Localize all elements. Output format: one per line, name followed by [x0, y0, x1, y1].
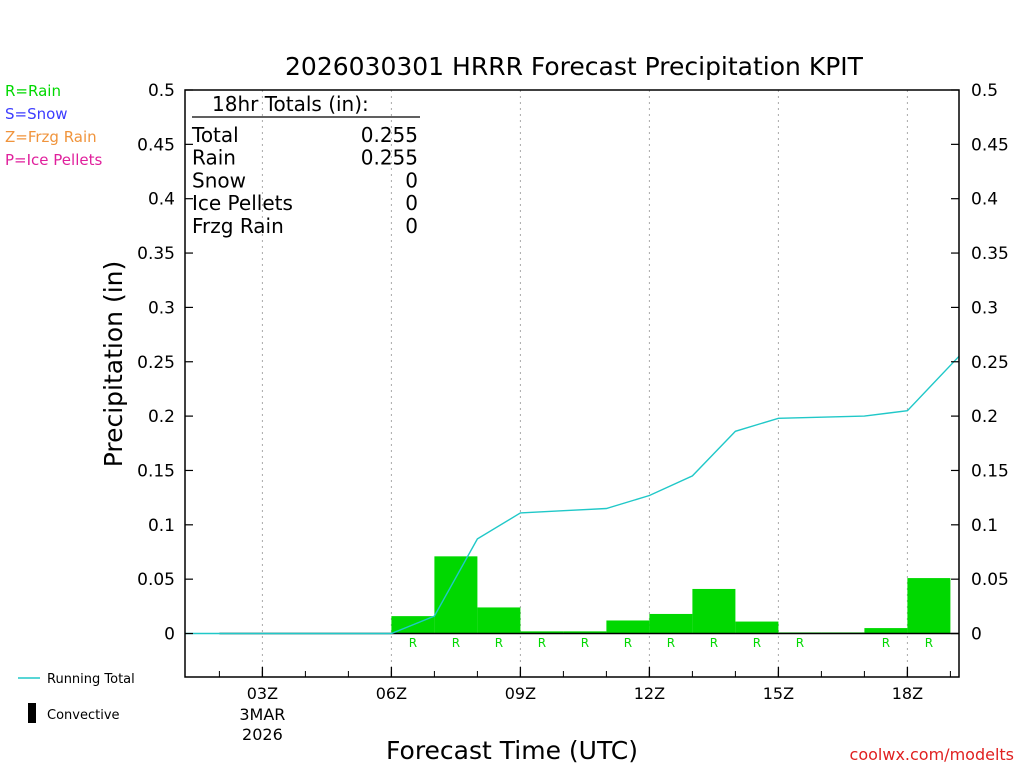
ptype-marker: R [409, 636, 417, 650]
precip-bars [391, 556, 951, 634]
y-tick-label: 0.05 [971, 570, 1009, 590]
y-tick-label: 0.4 [971, 190, 998, 210]
x-tick-label: 15Z [763, 684, 794, 703]
x-tick-label: 09Z [505, 684, 536, 703]
credit-text: coolwx.com/modelts [850, 745, 1014, 764]
totals-row-value: 0.255 [361, 123, 418, 147]
x-tick-label: 03Z [247, 684, 278, 703]
ptype-marker: R [538, 636, 546, 650]
y-axis-right: 0 0.05 0.1 0.15 0.2 0.25 0.3 0.35 0.4 0.45 0.5 [951, 81, 1009, 645]
y-tick-label: 0.5 [148, 81, 175, 101]
ptype-marker: R [452, 636, 460, 650]
totals-row-label: Frzg Rain [192, 214, 284, 238]
y-tick-label: 0.2 [148, 407, 175, 427]
convective-legend-swatch [28, 703, 36, 723]
y-tick-label: 0.2 [971, 407, 998, 427]
precip-bar [649, 613, 693, 634]
convective-legend-label: Convective [47, 708, 120, 723]
ptype-marker: R [925, 636, 933, 650]
ptype-marker: R [796, 636, 804, 650]
y-tick-label: 0.3 [971, 298, 998, 318]
series-legend: Running Total Convective [18, 672, 135, 723]
totals-row-label: Snow [192, 168, 246, 192]
ptype-marker: R [753, 636, 761, 650]
totals-row-value: 0.255 [361, 146, 418, 170]
precip-bar [477, 607, 521, 634]
totals-row-value: 0 [405, 214, 418, 238]
precip-bar [864, 628, 908, 634]
x-tick-label: 18Z [892, 684, 923, 703]
y-axis-left: 0 0.05 0.1 0.15 0.2 0.25 0.3 0.35 0.4 0.45 0.5 [137, 81, 193, 645]
y-tick-label: 0.4 [148, 190, 175, 210]
y-tick-label: 0.25 [137, 353, 175, 373]
y-tick-label: 0.25 [971, 353, 1009, 373]
precip-bar [735, 621, 779, 634]
ptype-legend-item: S=Snow [5, 105, 68, 123]
y-tick-label: 0.1 [971, 516, 998, 536]
totals-row-value: 0 [405, 191, 418, 215]
y-tick-label: 0.05 [137, 570, 175, 590]
ptype-marker: R [882, 636, 890, 650]
y-tick-label: 0 [971, 625, 982, 645]
ptype-legend-item: P=Ice Pellets [5, 151, 102, 169]
running-total-line [185, 355, 960, 635]
y-tick-label: 0.15 [971, 461, 1009, 481]
x-tick-date: 3MAR [239, 705, 285, 724]
y-tick-label: 0.35 [971, 244, 1009, 264]
precip-bar [692, 588, 736, 634]
totals-row-label: Ice Pellets [192, 191, 293, 215]
x-tick-label: 12Z [634, 684, 665, 703]
ptype-marker: R [495, 636, 503, 650]
y-tick-label: 0.45 [137, 135, 175, 155]
x-tick-label: 06Z [376, 684, 407, 703]
precip-bar [434, 556, 478, 634]
x-tick-year: 2026 [242, 725, 283, 744]
ptype-marker: R [667, 636, 675, 650]
chart-title: 2026030301 HRRR Forecast Precipitation K… [285, 52, 864, 81]
ptype-legend-item: R=Rain [5, 82, 61, 100]
y-tick-label: 0.1 [148, 516, 175, 536]
totals-box: 18hr Totals (in): Total 0.255 Rain 0.255 Sno… [191, 92, 420, 238]
totals-heading: 18hr Totals (in): [212, 92, 369, 116]
y-tick-label: 0.35 [137, 244, 175, 264]
totals-row-label: Rain [192, 146, 236, 170]
ptype-marker: R [581, 636, 589, 650]
precip-bar [606, 620, 650, 634]
ptype-legend: R=Rain S=Snow Z=Frzg Rain P=Ice Pellets [5, 82, 102, 169]
totals-row-value: 0 [405, 168, 418, 192]
precip-bar [520, 631, 564, 634]
y-tick-label: 0.3 [148, 298, 175, 318]
y-tick-label: 0.15 [137, 461, 175, 481]
x-axis-label: Forecast Time (UTC) [386, 736, 638, 765]
y-tick-label: 0.5 [971, 81, 998, 101]
plot-frame [184, 89, 960, 678]
totals-row-label: Total [191, 123, 239, 147]
y-tick-label: 0.45 [971, 135, 1009, 155]
vertical-gridlines [261, 90, 908, 677]
y-tick-label: 0 [164, 625, 175, 645]
ptype-marker: R [710, 636, 718, 650]
precip-bar [563, 631, 607, 634]
running-total-legend-label: Running Total [47, 672, 135, 687]
y-axis-label: Precipitation (in) [99, 261, 128, 468]
precip-bar [907, 578, 951, 634]
ptype-marker: R [624, 636, 632, 650]
ptype-legend-item: Z=Frzg Rain [5, 128, 97, 146]
